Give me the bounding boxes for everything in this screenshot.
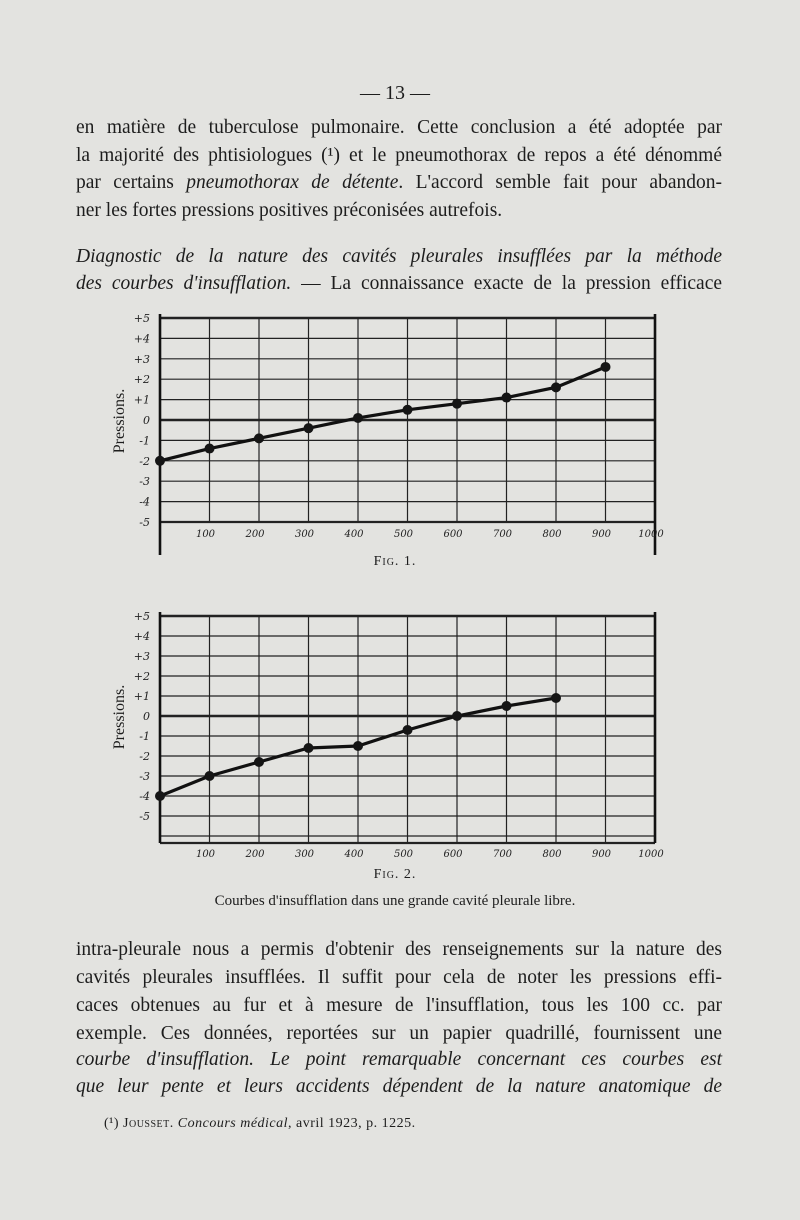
text-span: par certains: [76, 172, 187, 193]
fig2-xtick-label: 400: [343, 849, 364, 860]
footnote-journal: Concours médical: [177, 1116, 289, 1131]
fig2-xtick-label: 900: [592, 849, 612, 860]
fig2-ytick-label: +3: [134, 650, 150, 663]
fig2-ytick-label: -2: [139, 750, 150, 763]
figure-caption: Courbes d'insufflation dans une grande c…: [214, 893, 576, 909]
fig2-xtick-label: 200: [244, 849, 265, 860]
text-line: que leur pente et leurs accidents dépend…: [76, 1076, 722, 1097]
fig2-ytick-label: +4: [134, 630, 150, 643]
fig2-ytick-label: 0: [143, 710, 150, 723]
text-line: cavités pleurales insufflées. Il suffit …: [76, 967, 722, 988]
fig2-ytick-label: +5: [134, 610, 150, 623]
fig1-xtick-label: 500: [394, 529, 414, 540]
fig1-ytick-label: -3: [139, 475, 150, 488]
fig1-data-point: [600, 361, 611, 372]
fig1-data-point: [303, 423, 314, 434]
footnote-rest: , avril 1923, p. 1225.: [288, 1116, 416, 1131]
fig1-xtick-label: 700: [493, 529, 513, 540]
fig2-data-point: [204, 771, 215, 781]
fig1-data-point: [501, 392, 512, 403]
fig2-xtick-label: 300: [295, 849, 315, 860]
fig1-ytick-label: +5: [134, 312, 150, 325]
fig1-ytick-label: -5: [139, 516, 150, 529]
fig2-data-point: [452, 711, 462, 721]
fig1-series-line: [159, 365, 607, 463]
text-line: intra-pleurale nous a permis d'obtenir d…: [76, 939, 722, 960]
fig2-ytick-label: -4: [139, 790, 150, 803]
text-line: caces obtenues au fur et à mesure de l'i…: [76, 995, 722, 1016]
fig1-xtick-label: 1000: [638, 529, 664, 540]
fig2-xtick-label: 500: [394, 849, 414, 860]
fig2-data-point: [501, 701, 512, 711]
fig2-data-point: [551, 693, 561, 703]
fig1-xtick-label: 100: [196, 529, 216, 540]
fig1-data-point: [452, 398, 462, 409]
fig2-ytick-label: +2: [134, 670, 150, 683]
fig2-ytick-label: +1: [134, 690, 150, 703]
fig2-xtick-label: 700: [493, 849, 513, 860]
fig1-data-point: [204, 443, 215, 454]
text-span: . L'accord semble fait pour abandon-: [398, 172, 722, 193]
fig1-xtick-label: 600: [443, 529, 463, 540]
fig1-ytick-label: 0: [143, 414, 150, 427]
fig1-data-point: [402, 404, 413, 415]
fig2-data-point: [254, 757, 264, 767]
fig1-xtick-label: 200: [244, 529, 265, 540]
footnote: (¹) Jousset. Concours médical, avril 192…: [104, 1116, 416, 1132]
fig2-data-point: [353, 741, 363, 751]
fig1-ytick-label: +4: [134, 332, 150, 345]
fig1-ytick-label: -1: [139, 434, 150, 447]
section-heading-end: des courbes d'insufflation.: [76, 273, 292, 294]
text-line: courbe d'insufflation. Le point remarqua…: [76, 1049, 722, 1070]
fig1-ylabel: Pressions.: [111, 388, 128, 454]
fig1-data-point: [155, 455, 165, 466]
footnote-mark: (¹): [104, 1116, 120, 1131]
fig1-data-point: [551, 382, 561, 393]
italic-term: pneumothorax de détente: [186, 172, 399, 193]
fig2-data-point: [303, 743, 314, 753]
text-line: par certains pneumothorax de détente. L'…: [76, 171, 722, 195]
fig2-label: Fig. 2.: [373, 867, 417, 882]
fig2-ytick-label: -5: [139, 810, 150, 823]
text-line: exemple. Ces données, reportées sur un p…: [76, 1023, 722, 1044]
fig2-xtick-label: 800: [542, 849, 562, 860]
text-line: ner les fortes pressions positives préco…: [76, 200, 503, 221]
fig2-xtick-label: 100: [196, 849, 216, 860]
fig1-xtick-label: 900: [592, 529, 612, 540]
fig2-xtick-label: 1000: [638, 849, 664, 860]
section-heading-line: Diagnostic de la nature des cavités pleu…: [76, 246, 722, 267]
fig1-ytick-label: +2: [134, 373, 150, 386]
fig1-ytick-label: -2: [139, 455, 150, 468]
fig1-data-point: [353, 412, 363, 423]
fig2-ytick-label: -3: [139, 770, 150, 783]
fig1-data-point: [254, 433, 264, 444]
fig1-ytick-label: -4: [139, 496, 150, 509]
fig2-data-point: [402, 725, 413, 735]
fig1-xtick-label: 400: [343, 529, 364, 540]
fig2-data-point: [155, 791, 165, 801]
fig1-label: Fig. 1.: [373, 554, 417, 569]
fig2-xtick-label: 600: [443, 849, 463, 860]
fig1-ytick-label: +1: [134, 394, 150, 407]
text-span: — La connaissance exacte de la pression …: [291, 273, 723, 294]
fig2-ylabel: Pressions.: [111, 684, 128, 750]
text-line: des courbes d'insufflation. — La connais…: [76, 272, 722, 296]
fig2-ytick-label: -1: [139, 730, 150, 743]
text-line: en matière de tuberculose pulmonaire. Ce…: [76, 117, 722, 138]
fig1-xtick-label: 300: [295, 529, 315, 540]
page-number: — 13 —: [360, 82, 430, 104]
text-line: la majorité des phtisiologues (¹) et le …: [76, 145, 722, 166]
footnote-author: Jousset.: [123, 1116, 174, 1131]
fig1-xtick-label: 800: [542, 529, 562, 540]
fig1-ytick-label: +3: [134, 353, 150, 366]
